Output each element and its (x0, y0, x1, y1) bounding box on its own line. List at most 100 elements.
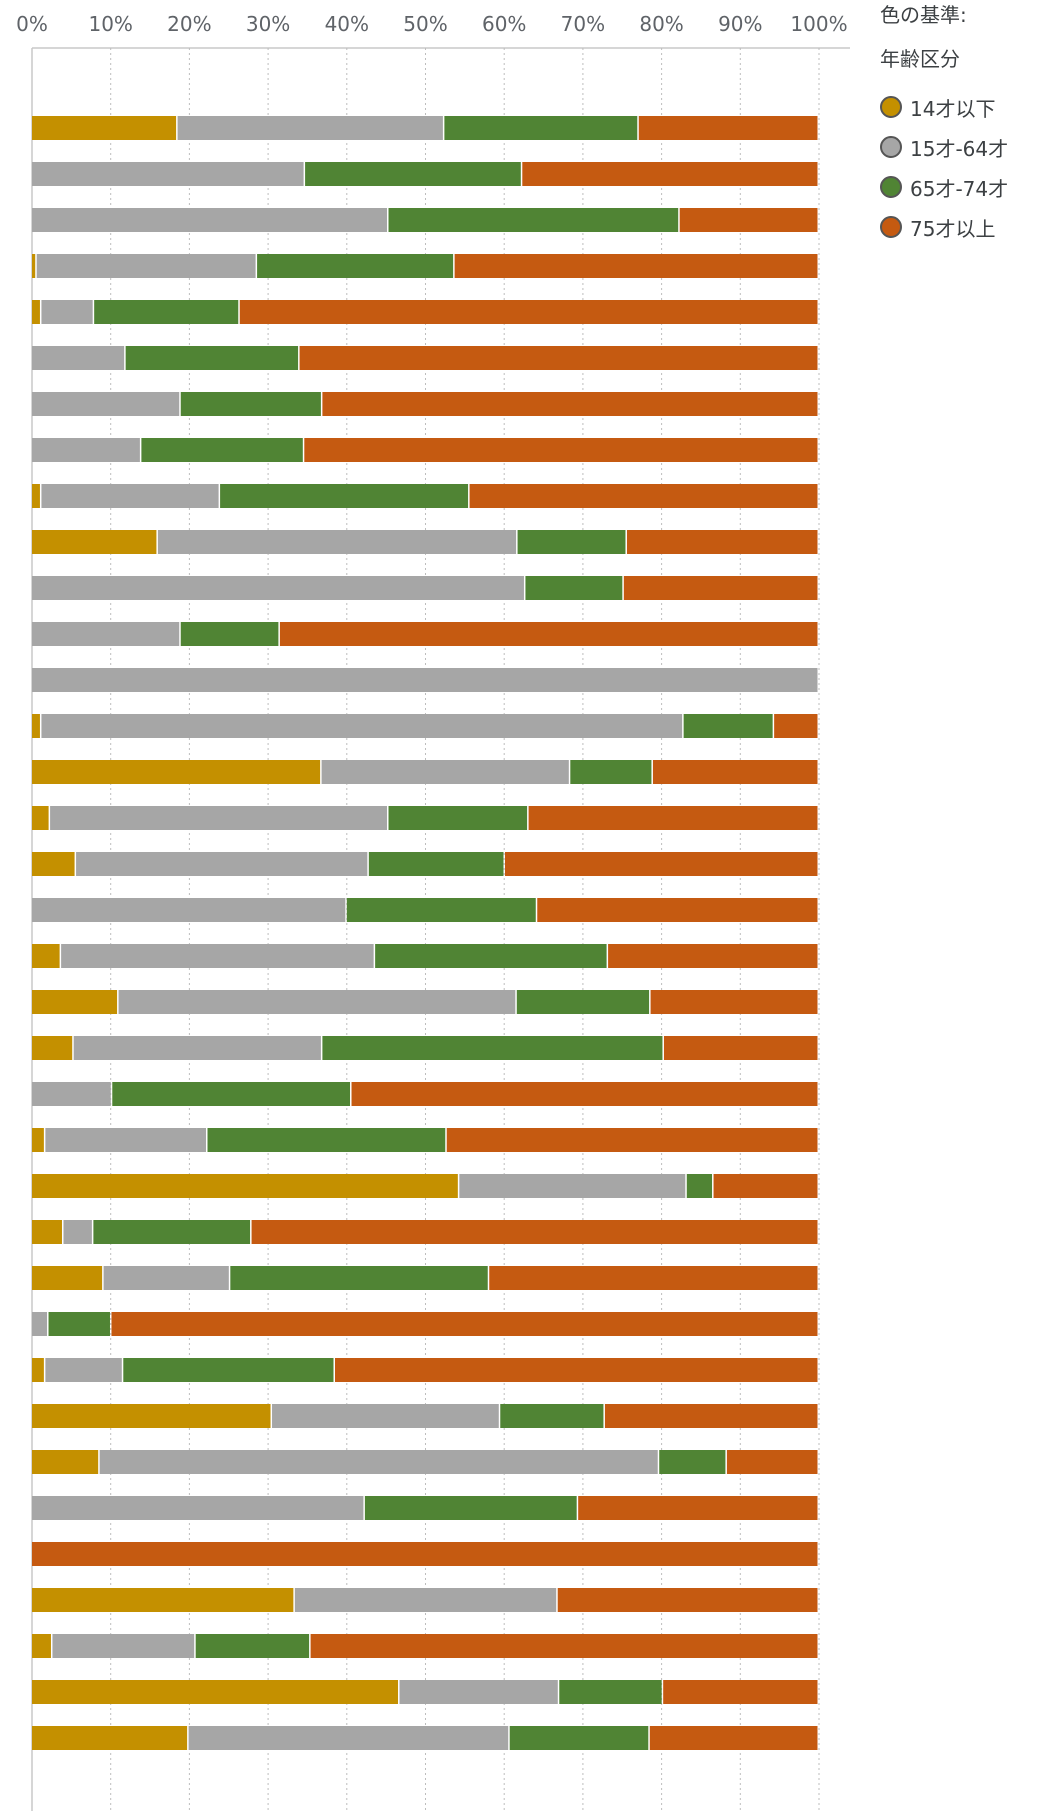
bar-segment-series-2-row-18 (375, 944, 607, 968)
bar-segment-series-2-row-28 (500, 1404, 604, 1428)
legend-label: 14才以下 (910, 96, 996, 121)
bar-segment-series-2-row-11 (180, 622, 279, 646)
bar-segment-series-3-row-1 (522, 162, 818, 186)
bar-segment-series-2-row-10 (525, 576, 623, 600)
bar-segment-series-1-row-5 (32, 346, 125, 370)
bar-segment-series-2-row-8 (220, 484, 469, 508)
bar-segment-series-3-row-17 (537, 898, 818, 922)
bar-segment-series-2-row-35 (509, 1726, 649, 1750)
bar-segment-series-2-row-2 (388, 208, 679, 232)
chart-legend: 色の基準: 年齢区分 14才以下 15才-64才 65才-74才 75才以上 (880, 0, 1063, 254)
bar-segment-series-0-row-24 (32, 1220, 62, 1244)
bar-segment-series-3-row-13 (774, 714, 818, 738)
bar-segment-series-3-row-18 (608, 944, 818, 968)
bar-segment-series-0-row-13 (32, 714, 40, 738)
bar-segment-series-1-row-4 (41, 300, 93, 324)
bar-segment-series-1-row-1 (32, 162, 304, 186)
bar-segment-series-3-row-11 (279, 622, 818, 646)
bar-segment-series-0-row-34 (32, 1680, 399, 1704)
bar-segment-series-2-row-16 (368, 852, 504, 876)
x-tick-label: 100% (790, 12, 847, 36)
bar-segment-series-1-row-25 (103, 1266, 229, 1290)
bar-segment-series-1-row-11 (32, 622, 180, 646)
bar-segment-series-1-row-21 (32, 1082, 111, 1106)
bar-segment-series-0-row-14 (32, 760, 321, 784)
bar-segment-series-1-row-0 (177, 116, 443, 140)
legend-items: 14才以下 15才-64才 65才-74才 75才以上 (880, 94, 1063, 241)
bar-segment-series-3-row-26 (111, 1312, 818, 1336)
bar-segment-series-3-row-2 (679, 208, 818, 232)
bar-segment-series-1-row-14 (321, 760, 569, 784)
bar-segment-series-1-row-3 (36, 254, 256, 278)
chart-grid (31, 47, 850, 1811)
bar-segment-series-3-row-31 (32, 1542, 818, 1566)
x-axis-tick-labels: 0% 10% 20% 30% 40% 50% 60% 70% 80% 90% 100% (16, 12, 847, 36)
bar-segment-series-3-row-22 (446, 1128, 818, 1152)
bar-segment-series-2-row-7 (141, 438, 303, 462)
bar-segment-series-3-row-9 (626, 530, 818, 554)
bar-segment-series-3-row-23 (713, 1174, 818, 1198)
bar-segment-series-1-row-24 (63, 1220, 92, 1244)
bar-segment-series-0-row-4 (32, 300, 40, 324)
bar-segment-series-1-row-33 (52, 1634, 195, 1658)
bar-segment-series-3-row-34 (663, 1680, 818, 1704)
bar-segment-series-0-row-25 (32, 1266, 103, 1290)
bar-segment-series-3-row-21 (351, 1082, 818, 1106)
bar-segment-series-0-row-0 (32, 116, 177, 140)
bar-segment-series-3-row-0 (638, 116, 818, 140)
bar-segment-series-0-row-9 (32, 530, 157, 554)
stacked-bar-chart: 0% 10% 20% 30% 40% 50% 60% 70% 80% 90% 100% (16, 12, 850, 1811)
legend-label: 15才-64才 (910, 136, 1009, 161)
legend-label: 65才-74才 (910, 176, 1009, 201)
x-tick-label: 10% (88, 12, 132, 36)
bar-segment-series-3-row-16 (504, 852, 818, 876)
bar-segment-series-1-row-12 (32, 668, 818, 692)
bar-segment-series-1-row-8 (41, 484, 219, 508)
x-tick-label: 80% (639, 12, 683, 36)
chart-bars (32, 116, 818, 1750)
bar-segment-series-2-row-24 (93, 1220, 251, 1244)
bar-segment-series-2-row-29 (659, 1450, 726, 1474)
bar-segment-series-1-row-10 (32, 576, 524, 600)
x-tick-label: 30% (246, 12, 290, 36)
bar-segment-series-2-row-3 (257, 254, 454, 278)
bar-segment-series-3-row-32 (557, 1588, 818, 1612)
bar-segment-series-0-row-3 (32, 254, 36, 278)
bar-segment-series-0-row-32 (32, 1588, 294, 1612)
bar-segment-series-0-row-29 (32, 1450, 99, 1474)
bar-segment-series-1-row-26 (32, 1312, 48, 1336)
bar-segment-series-3-row-6 (322, 392, 818, 416)
x-tick-label: 20% (167, 12, 211, 36)
bar-segment-series-0-row-28 (32, 1404, 271, 1428)
bar-segment-series-0-row-19 (32, 990, 118, 1014)
bar-segment-series-2-row-5 (125, 346, 299, 370)
bar-segment-series-3-row-8 (469, 484, 818, 508)
bar-segment-series-3-row-7 (304, 438, 818, 462)
bar-segment-series-2-row-19 (516, 990, 650, 1014)
bar-segment-series-0-row-20 (32, 1036, 73, 1060)
bar-segment-series-0-row-33 (32, 1634, 51, 1658)
bar-segment-series-1-row-15 (50, 806, 388, 830)
bar-segment-series-1-row-13 (41, 714, 683, 738)
bar-segment-series-2-row-9 (517, 530, 626, 554)
bar-segment-series-2-row-22 (207, 1128, 446, 1152)
bar-segment-series-1-row-27 (45, 1358, 122, 1382)
legend-swatch (880, 176, 902, 198)
bar-segment-series-2-row-6 (180, 392, 321, 416)
bar-segment-series-3-row-25 (489, 1266, 818, 1290)
bar-segment-series-2-row-1 (305, 162, 521, 186)
bar-segment-series-3-row-5 (299, 346, 818, 370)
bar-segment-series-1-row-16 (76, 852, 368, 876)
bar-segment-series-1-row-9 (157, 530, 517, 554)
bar-segment-series-3-row-29 (726, 1450, 818, 1474)
bar-segment-series-2-row-23 (686, 1174, 713, 1198)
bar-segment-series-2-row-17 (346, 898, 536, 922)
legend-item: 65才-74才 (880, 174, 1063, 201)
x-tick-label: 0% (16, 12, 48, 36)
legend-item: 75才以上 (880, 214, 1063, 241)
bar-segment-series-3-row-27 (334, 1358, 818, 1382)
bar-segment-series-2-row-27 (123, 1358, 334, 1382)
legend-item: 14才以下 (880, 94, 1063, 121)
bar-segment-series-3-row-14 (652, 760, 818, 784)
legend-subtitle: 年齢区分 (880, 47, 960, 71)
